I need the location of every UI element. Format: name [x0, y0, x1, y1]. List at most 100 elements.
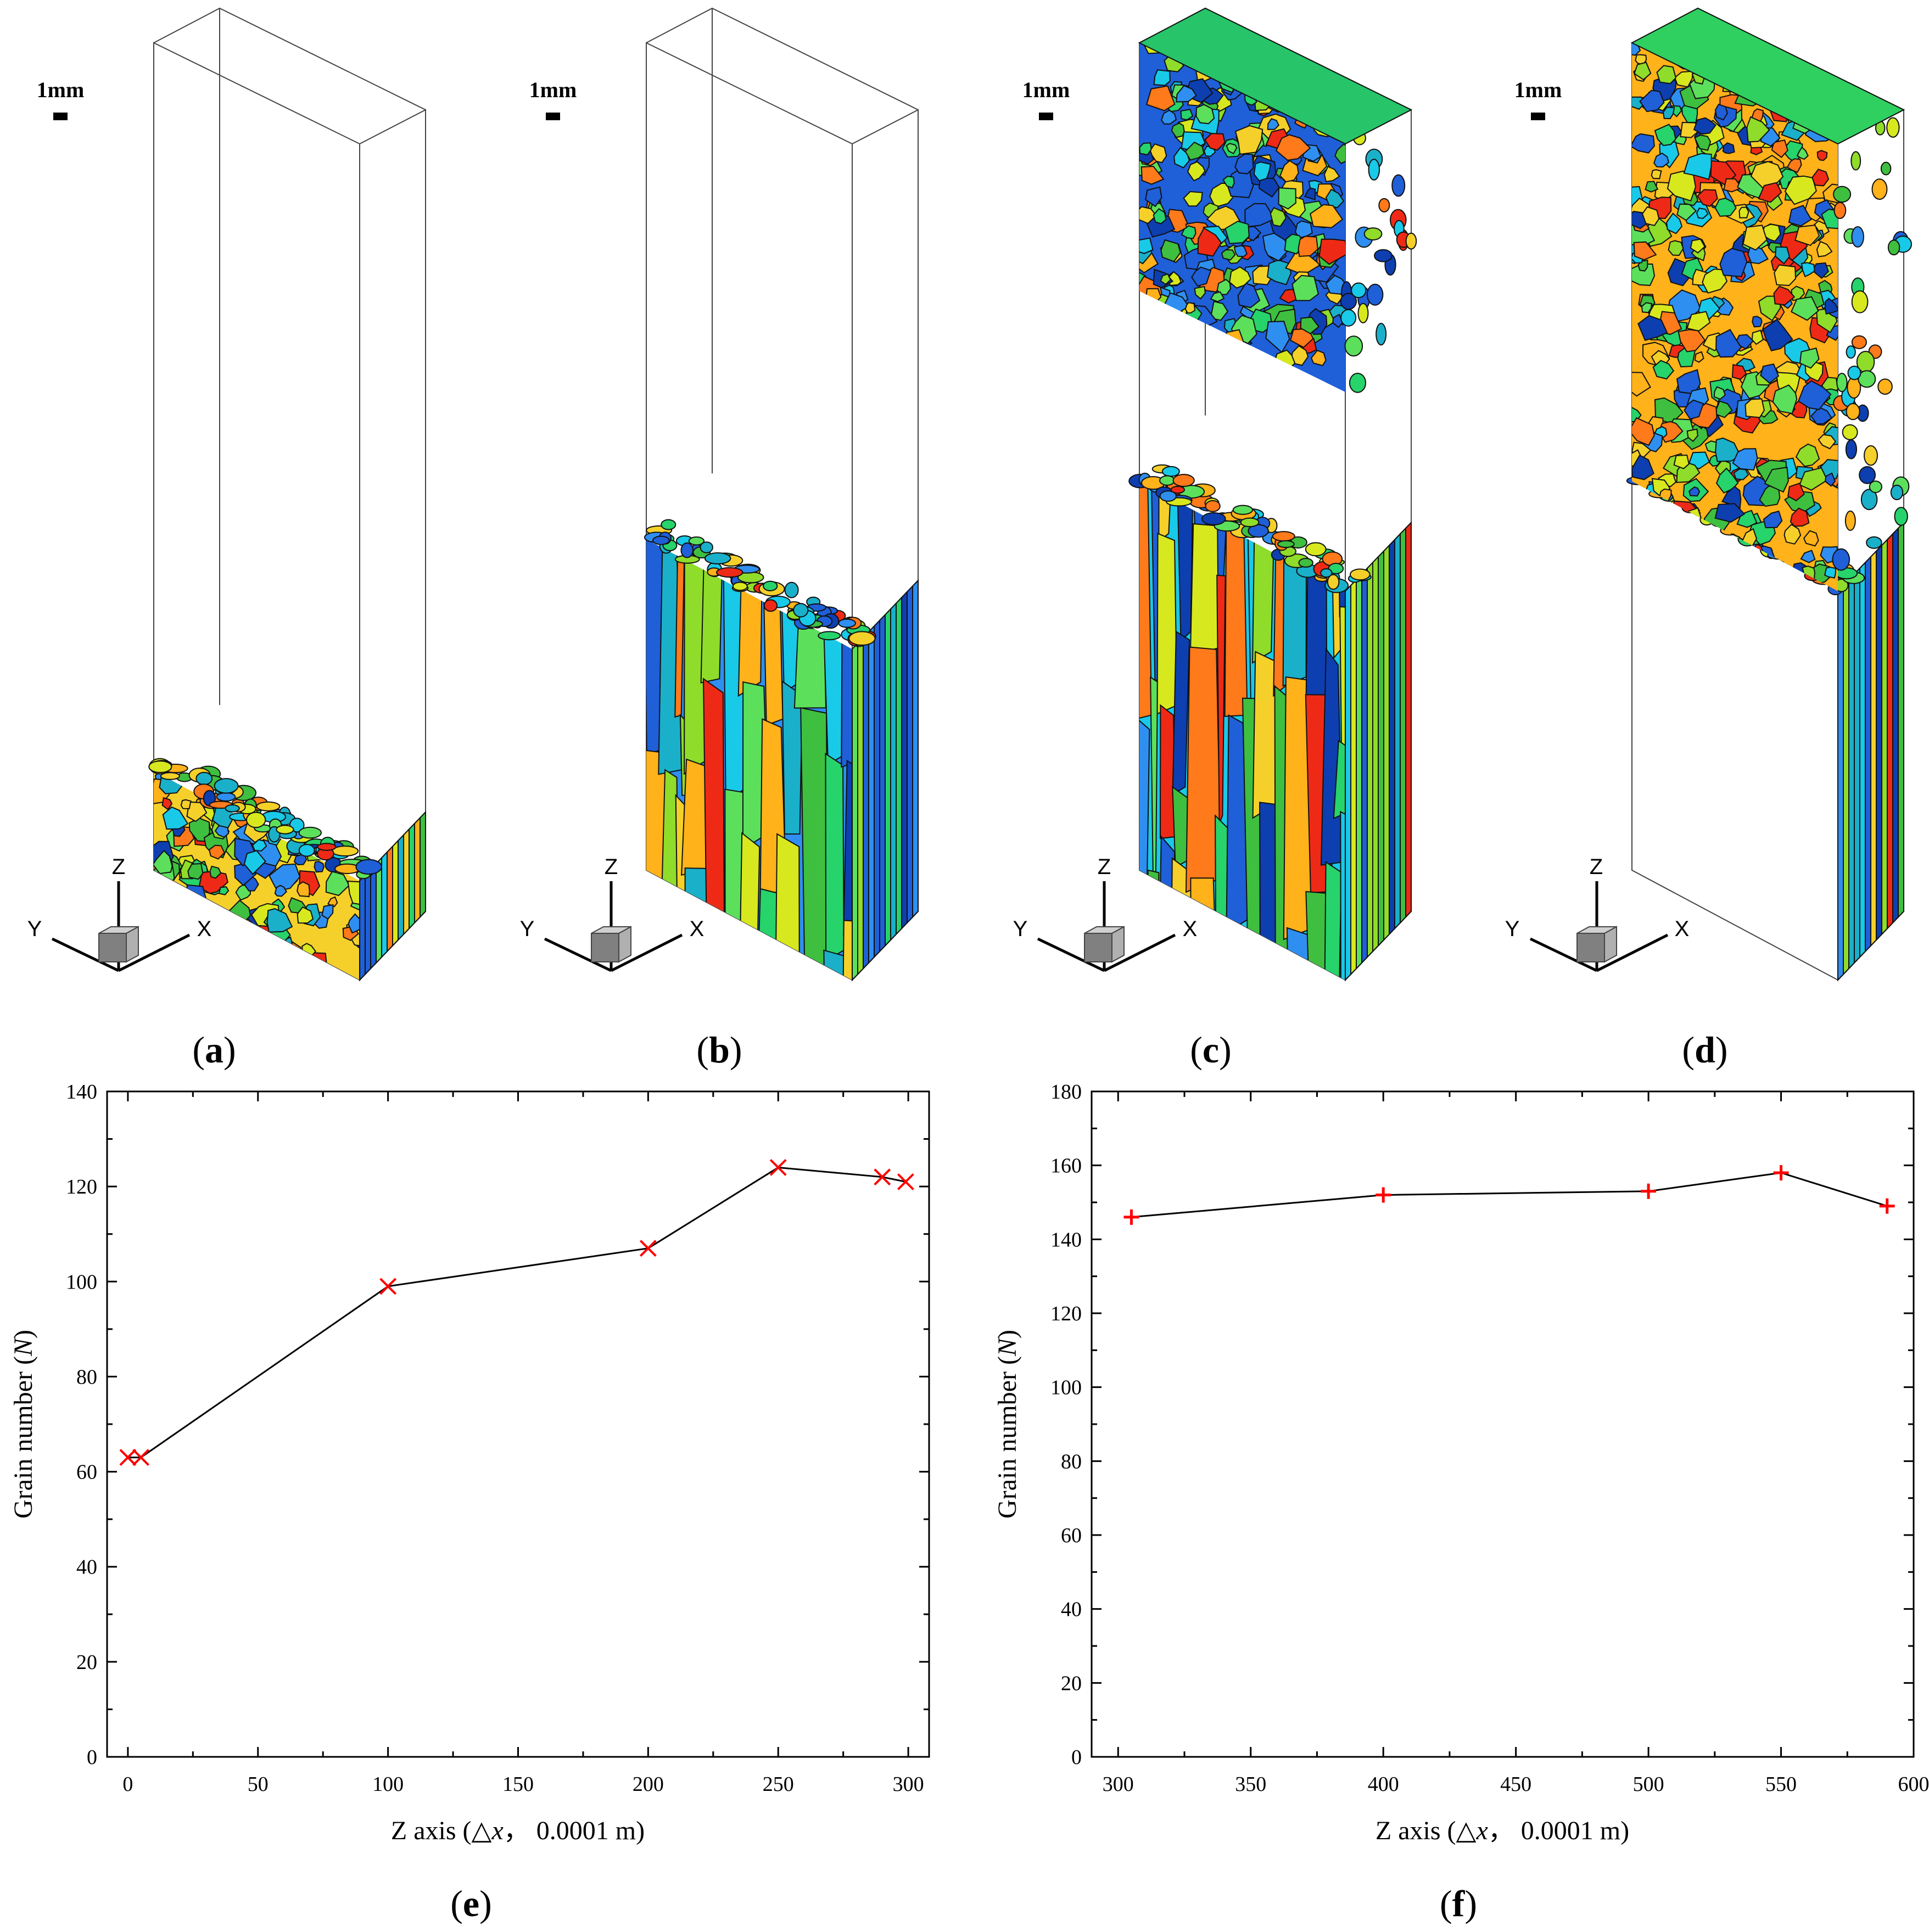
grain — [1156, 533, 1178, 715]
grain — [1139, 142, 1152, 156]
grain — [1635, 516, 1656, 591]
grain — [263, 951, 276, 966]
grain — [1345, 584, 1351, 982]
grain — [1713, 533, 1726, 548]
grain — [1686, 428, 1698, 443]
grain — [239, 963, 261, 980]
grain — [912, 579, 919, 919]
panel-label-c: (c) — [1190, 1029, 1232, 1071]
grain — [1349, 372, 1367, 393]
grain — [373, 806, 390, 821]
grain — [188, 817, 210, 842]
x-tick-label: 50 — [248, 1773, 269, 1796]
grain — [1892, 527, 1899, 925]
grain — [922, 603, 930, 909]
grain — [1372, 555, 1379, 953]
grain — [301, 792, 324, 815]
grain — [1318, 238, 1345, 265]
grain — [1332, 313, 1344, 328]
grain — [215, 911, 239, 932]
grain — [1357, 303, 1369, 323]
triad-y-axis — [1529, 937, 1598, 972]
grain — [1300, 316, 1319, 334]
grain-side-face — [852, 579, 919, 982]
scale-bar-d — [1531, 113, 1545, 120]
grain — [1334, 144, 1345, 164]
grain — [414, 816, 421, 925]
grain — [1378, 550, 1384, 947]
grain — [1225, 220, 1250, 244]
grain — [1174, 320, 1190, 335]
grain — [1735, 780, 1751, 933]
triad-y-label: Y — [1013, 917, 1028, 941]
grain — [1632, 264, 1656, 286]
grain — [885, 607, 891, 947]
grain — [1144, 186, 1162, 208]
grain — [1139, 323, 1158, 344]
grain — [1179, 371, 1199, 393]
grain — [1654, 541, 1669, 559]
grain — [154, 959, 166, 974]
grain — [231, 751, 249, 771]
grain — [1806, 741, 1825, 931]
grain — [1846, 345, 1856, 359]
grain — [1763, 510, 1783, 529]
panel-label-f: (f) — [1440, 1883, 1477, 1924]
grain — [1367, 561, 1373, 959]
y-tick-label: 40 — [76, 1556, 97, 1579]
grain — [162, 806, 189, 830]
chart-e-xlabel: Z axis (△x， 0.0001 m) — [391, 1816, 645, 1845]
grain — [1389, 538, 1395, 936]
grain — [1195, 104, 1215, 125]
triad-y-axis — [544, 937, 612, 972]
x-tick-label: 100 — [372, 1773, 404, 1796]
grain — [1653, 152, 1670, 168]
grain — [1645, 181, 1659, 193]
triad-cube-front — [98, 933, 127, 962]
grain — [1811, 169, 1830, 187]
grain — [346, 820, 360, 843]
x-tick-label: 0 — [122, 1773, 133, 1796]
grain — [1150, 676, 1159, 884]
grain — [187, 863, 204, 880]
grain — [896, 596, 902, 936]
grain — [1771, 139, 1788, 158]
box-top-edge — [646, 7, 919, 110]
grain — [666, 965, 685, 980]
data-point — [1641, 1183, 1657, 1199]
grain — [1170, 485, 1186, 494]
grain — [1405, 232, 1417, 250]
grain — [1142, 329, 1157, 343]
x-tick-label: 250 — [763, 1773, 794, 1796]
triad-cube-side — [618, 926, 631, 963]
grain — [1833, 186, 1852, 203]
grain — [901, 590, 908, 930]
grain — [1632, 502, 1643, 519]
grain — [1843, 578, 1849, 976]
grain — [1686, 311, 1711, 332]
grain — [1166, 324, 1179, 338]
grain — [1153, 69, 1171, 86]
grain — [1700, 580, 1719, 591]
grain — [395, 793, 407, 805]
grain — [1758, 559, 1772, 572]
grain — [261, 939, 289, 971]
grain — [223, 954, 238, 971]
grain — [1772, 384, 1798, 415]
grain — [1282, 381, 1295, 391]
grain — [1880, 161, 1892, 176]
grain — [739, 832, 761, 944]
marker-stroke — [132, 1449, 149, 1466]
grain — [1775, 246, 1790, 265]
grain — [387, 952, 410, 976]
grain — [256, 938, 267, 950]
grain — [1871, 178, 1888, 200]
grain — [874, 619, 880, 959]
grain — [321, 904, 334, 920]
grain — [1237, 282, 1261, 309]
data-point — [874, 1168, 891, 1186]
grain — [1694, 135, 1712, 151]
grain — [1172, 474, 1195, 487]
grain — [1715, 328, 1742, 358]
grain-side-face — [1345, 521, 1412, 982]
